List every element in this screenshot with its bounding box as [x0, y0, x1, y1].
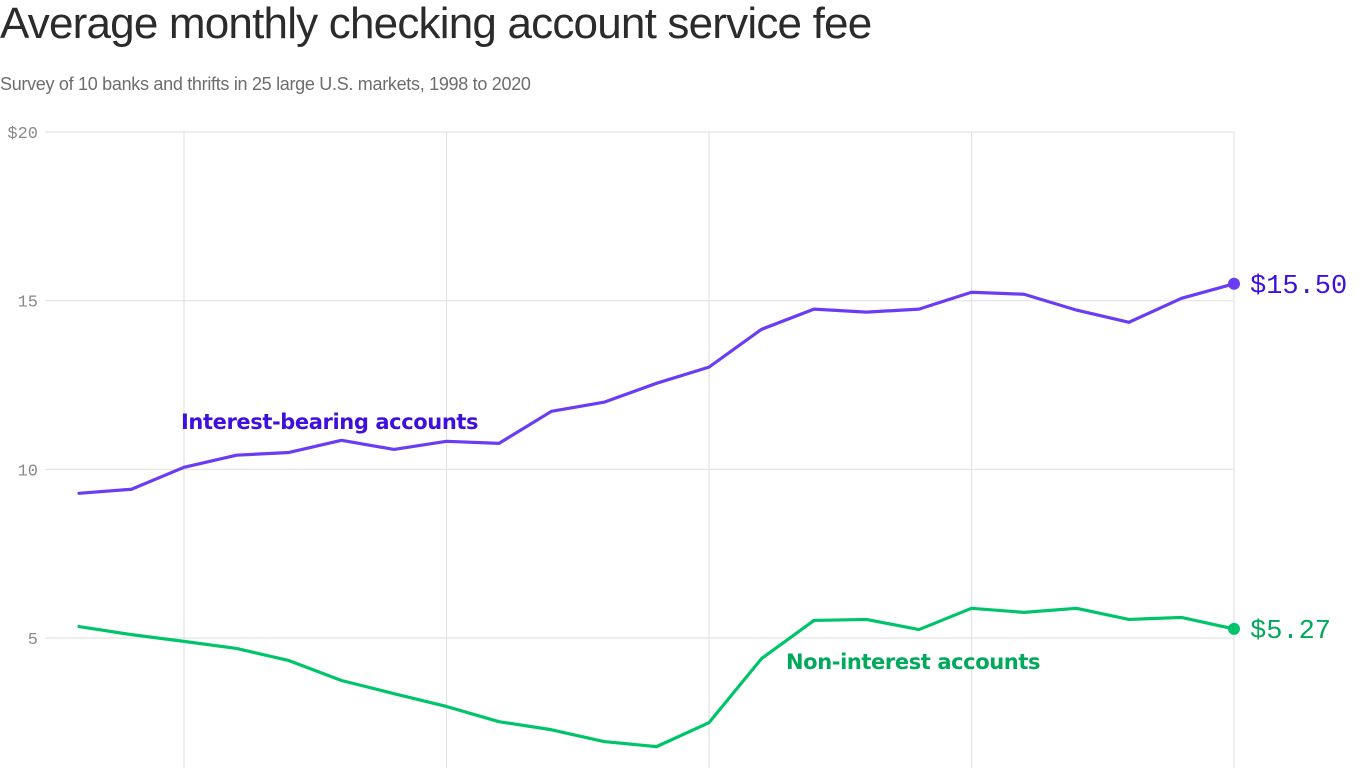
interest-bearing-label: Interest-bearing accounts — [181, 410, 478, 434]
interest-bearing-line — [77, 282, 1236, 495]
series-lines — [77, 277, 1240, 749]
chart-subtitle: Survey of 10 banks and thrifts in 25 lar… — [0, 74, 531, 94]
y-tick-label: 5 — [28, 631, 38, 650]
y-tick-label: $20 — [7, 125, 38, 144]
noninterest-end-dot — [1228, 622, 1240, 635]
noninterest-end-value: $5.27 — [1250, 617, 1331, 647]
y-tick-label: 15 — [18, 294, 38, 313]
interest-end-value: $15.50 — [1250, 272, 1347, 302]
non-interest-label: Non-interest accounts — [786, 650, 1040, 674]
interest-end-dot — [1228, 277, 1240, 290]
y-tick-label: 10 — [18, 462, 38, 481]
chart-title: Average monthly checking account service… — [0, 0, 872, 48]
non-interest-line — [77, 606, 1236, 749]
gridlines — [45, 131, 1235, 768]
y-axis-ticks: 5 10 15 $20 — [7, 125, 38, 650]
